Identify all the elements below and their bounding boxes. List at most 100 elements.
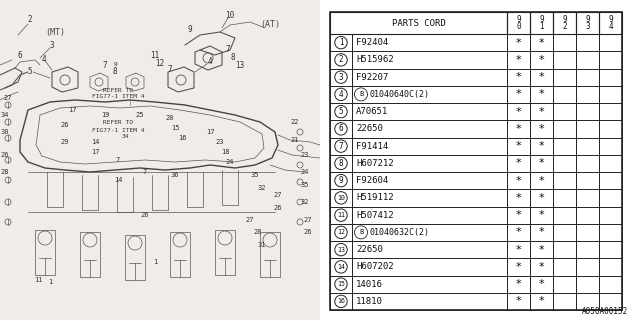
Text: *: * (516, 228, 522, 237)
Text: *: * (516, 107, 522, 116)
Bar (599, 172, 622, 189)
Bar (330, 293, 352, 310)
Bar (599, 189, 622, 206)
Text: *: * (516, 55, 522, 65)
Text: 14: 14 (91, 139, 99, 145)
Bar (553, 86, 576, 103)
Bar (352, 120, 507, 138)
Text: *: * (516, 176, 522, 186)
Text: *: * (539, 176, 544, 186)
Text: *: * (516, 141, 522, 151)
Text: 1: 1 (339, 38, 343, 47)
Bar (553, 51, 576, 68)
Bar (576, 12, 599, 34)
Bar (352, 206, 507, 224)
Bar (507, 258, 530, 276)
Text: 11: 11 (337, 212, 345, 218)
Bar (553, 120, 576, 138)
Bar (553, 206, 576, 224)
Bar (507, 138, 530, 155)
Bar (576, 103, 599, 120)
Bar (352, 224, 507, 241)
Bar (553, 155, 576, 172)
Text: 31: 31 (258, 242, 266, 248)
Text: *: * (516, 72, 522, 82)
Bar (599, 155, 622, 172)
Text: 27: 27 (4, 95, 12, 101)
Text: *: * (516, 210, 522, 220)
Text: 7: 7 (226, 45, 230, 54)
Text: 32: 32 (258, 185, 266, 191)
Bar (553, 224, 576, 241)
Bar (599, 51, 622, 68)
Bar (576, 51, 599, 68)
Bar (553, 293, 576, 310)
Text: 5: 5 (28, 68, 32, 76)
Bar (599, 86, 622, 103)
Bar (599, 138, 622, 155)
Bar (530, 293, 553, 310)
Text: 24: 24 (226, 159, 234, 165)
Text: 8: 8 (230, 53, 236, 62)
Text: (AT): (AT) (260, 20, 280, 29)
Bar (553, 68, 576, 86)
Text: H607202: H607202 (356, 262, 394, 271)
Bar (599, 241, 622, 258)
Text: 22: 22 (291, 119, 300, 125)
Bar (330, 276, 352, 293)
Bar (330, 51, 352, 68)
Bar (330, 206, 352, 224)
Bar (507, 103, 530, 120)
Text: 9: 9 (339, 176, 343, 185)
Bar (599, 34, 622, 51)
Bar (530, 206, 553, 224)
Text: 3: 3 (339, 73, 343, 82)
Text: 22650: 22650 (356, 124, 383, 133)
Bar (330, 86, 352, 103)
Bar (530, 120, 553, 138)
Text: B: B (359, 229, 363, 236)
Bar (330, 103, 352, 120)
Text: 32: 32 (301, 199, 309, 205)
Bar (352, 51, 507, 68)
Bar (599, 258, 622, 276)
Text: H607212: H607212 (356, 159, 394, 168)
Text: *: * (539, 124, 544, 134)
Bar (599, 68, 622, 86)
Bar (507, 51, 530, 68)
Text: *: * (516, 244, 522, 255)
Bar (330, 34, 352, 51)
Bar (330, 12, 507, 34)
Text: 28: 28 (253, 229, 262, 235)
Text: *: * (539, 38, 544, 48)
Bar (530, 103, 553, 120)
Text: 15: 15 (171, 125, 179, 131)
Text: 26: 26 (304, 229, 312, 235)
Text: 9
1: 9 1 (539, 14, 544, 31)
Text: 7: 7 (143, 169, 147, 175)
Text: *: * (539, 55, 544, 65)
Bar (330, 224, 352, 241)
Bar (553, 12, 576, 34)
Bar (330, 138, 352, 155)
Text: 19: 19 (100, 112, 109, 118)
Bar (553, 241, 576, 258)
Text: 9: 9 (113, 62, 117, 68)
Bar (352, 138, 507, 155)
Bar (352, 86, 507, 103)
Bar (507, 172, 530, 189)
Text: 36: 36 (171, 172, 179, 178)
Bar (576, 172, 599, 189)
Bar (530, 12, 553, 34)
Text: 27: 27 (246, 217, 254, 223)
Text: 5: 5 (339, 107, 343, 116)
Bar (330, 241, 352, 258)
Bar (576, 138, 599, 155)
Text: 2: 2 (28, 15, 32, 25)
Text: 7: 7 (339, 142, 343, 151)
Bar (576, 258, 599, 276)
Text: 14: 14 (337, 264, 345, 270)
Bar (530, 155, 553, 172)
Text: H507412: H507412 (356, 211, 394, 220)
Text: 4: 4 (42, 55, 46, 65)
